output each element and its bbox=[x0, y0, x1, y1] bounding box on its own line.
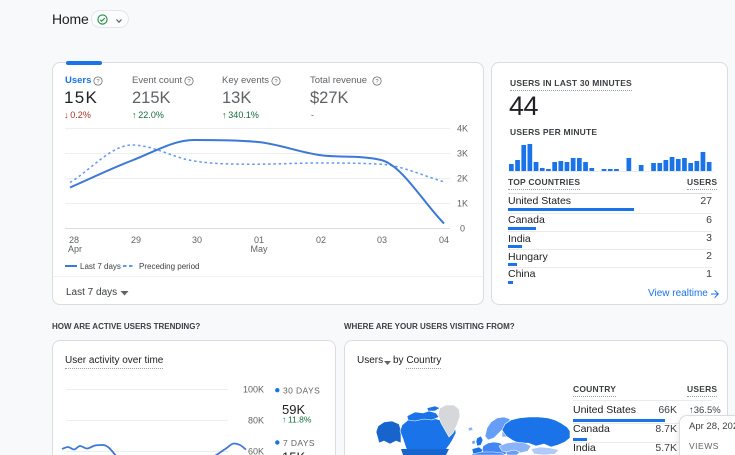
svg-text:1K: 1K bbox=[457, 199, 468, 209]
svg-text:?: ? bbox=[375, 79, 379, 85]
svg-text:?: ? bbox=[96, 79, 100, 85]
svg-text:80K: 80K bbox=[248, 416, 264, 426]
svg-text:30 DAYS: 30 DAYS bbox=[283, 386, 320, 396]
svg-text:02: 02 bbox=[316, 235, 326, 245]
svg-text:29: 29 bbox=[131, 235, 141, 245]
svg-text:15K: 15K bbox=[282, 450, 305, 455]
svg-text:3K: 3K bbox=[457, 149, 468, 159]
svg-text:4K: 4K bbox=[457, 124, 468, 134]
svg-text:2K: 2K bbox=[457, 174, 468, 184]
svg-text:01: 01 bbox=[254, 235, 264, 245]
svg-text:7 DAYS: 7 DAYS bbox=[283, 438, 315, 448]
svg-text:↑ 11.8%: ↑ 11.8% bbox=[282, 415, 312, 425]
svg-text:28: 28 bbox=[69, 235, 79, 245]
svg-text:May: May bbox=[250, 244, 268, 254]
svg-text:0: 0 bbox=[460, 224, 465, 234]
svg-text:100K: 100K bbox=[243, 385, 264, 395]
svg-text:?: ? bbox=[187, 79, 191, 85]
svg-text:60K: 60K bbox=[248, 447, 264, 455]
svg-text:Preceding period: Preceding period bbox=[139, 262, 199, 271]
svg-text:59K: 59K bbox=[282, 402, 305, 417]
svg-text:30: 30 bbox=[192, 235, 202, 245]
svg-text:04: 04 bbox=[439, 235, 449, 245]
svg-text:03: 03 bbox=[377, 235, 387, 245]
svg-text:?: ? bbox=[274, 79, 278, 85]
svg-text:Last 7 days: Last 7 days bbox=[80, 262, 121, 271]
svg-text:Apr: Apr bbox=[68, 244, 82, 254]
